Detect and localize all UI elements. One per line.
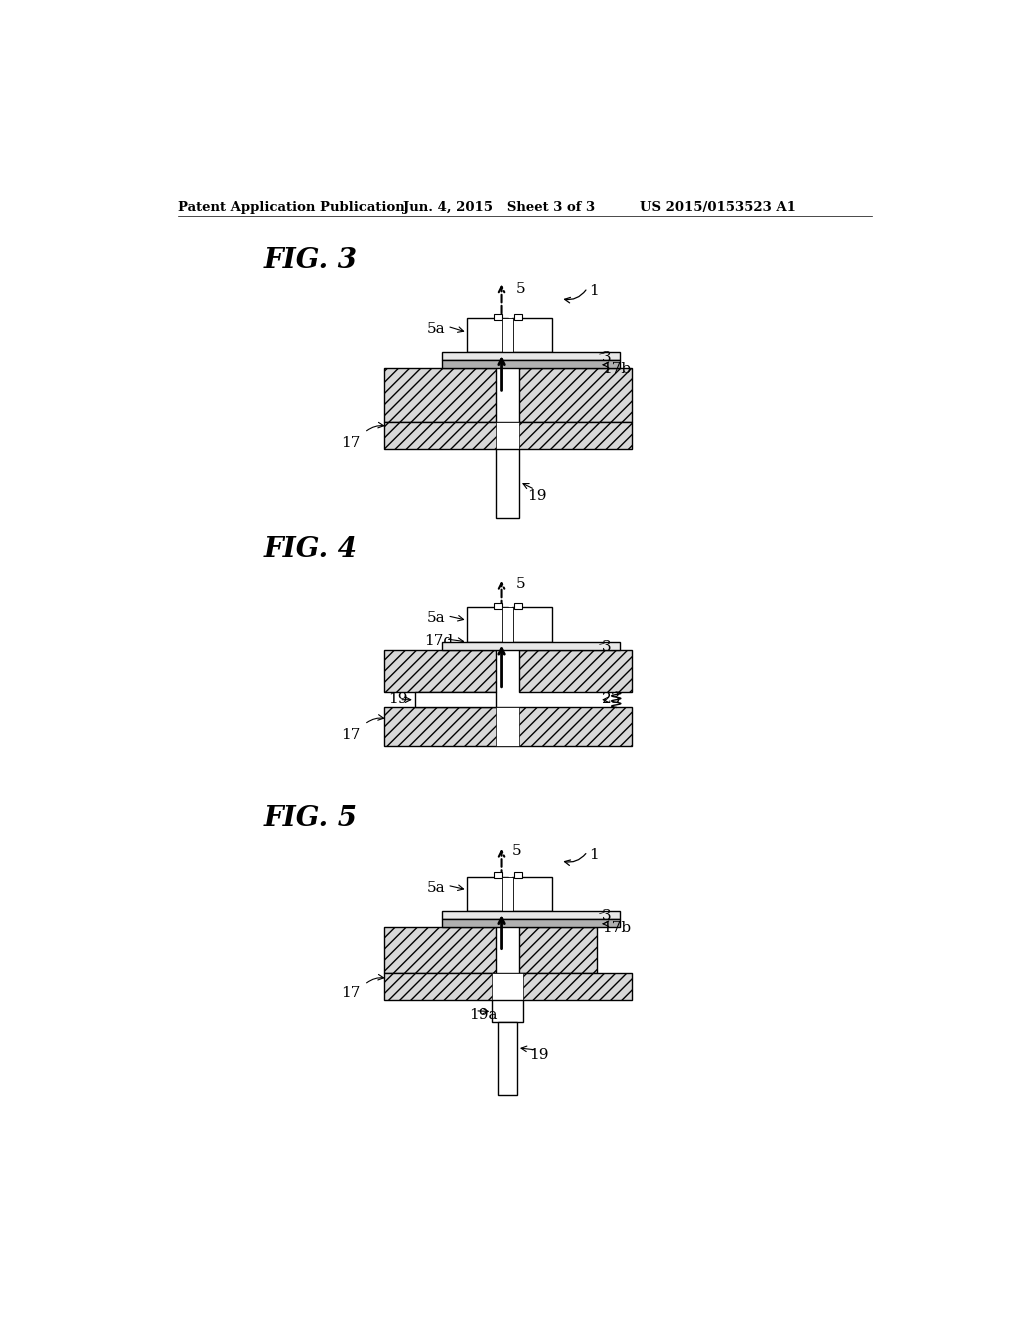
Bar (442, 360, 621, 368)
Text: FIG. 3: FIG. 3 (263, 247, 357, 275)
Bar (415, 692, 496, 708)
Bar (467, 318, 508, 352)
Text: 3: 3 (602, 909, 612, 923)
Text: 5a: 5a (426, 322, 445, 337)
Text: FIG. 4: FIG. 4 (263, 536, 357, 562)
Text: 17b: 17b (602, 921, 632, 936)
Text: 1: 1 (589, 847, 599, 862)
Bar (494, 314, 502, 321)
Bar (442, 352, 621, 360)
Text: 19: 19 (388, 692, 408, 706)
Text: 19: 19 (529, 1048, 549, 1061)
Bar (442, 642, 621, 649)
Bar (467, 876, 508, 911)
Bar (519, 368, 632, 422)
Bar (512, 876, 552, 911)
Text: 1: 1 (589, 284, 599, 298)
Text: 17: 17 (341, 986, 360, 1001)
Text: 3: 3 (602, 640, 612, 653)
Text: 5a: 5a (426, 611, 445, 626)
Text: 5: 5 (515, 577, 525, 590)
Bar (503, 607, 513, 642)
Bar (512, 318, 552, 352)
Bar (442, 912, 621, 919)
Bar (519, 649, 632, 692)
Text: FIG. 5: FIG. 5 (263, 805, 357, 832)
Bar (384, 649, 496, 692)
Bar (496, 422, 519, 449)
Text: 17: 17 (341, 436, 360, 450)
Bar (514, 873, 521, 878)
Bar (514, 603, 521, 609)
Bar (494, 873, 502, 878)
Bar (503, 876, 513, 911)
Text: 5: 5 (512, 843, 521, 858)
Text: 17d: 17d (424, 635, 454, 648)
Text: 3: 3 (602, 351, 612, 364)
Text: 19a: 19a (469, 1007, 498, 1022)
Bar (467, 607, 508, 642)
Bar (442, 919, 621, 927)
Bar (514, 314, 521, 321)
Bar (494, 603, 502, 609)
Text: 5a: 5a (426, 880, 445, 895)
Text: 5: 5 (515, 281, 525, 296)
Bar (384, 422, 632, 449)
Text: Patent Application Publication: Patent Application Publication (178, 201, 406, 214)
Bar (499, 1022, 517, 1094)
Text: Jun. 4, 2015   Sheet 3 of 3: Jun. 4, 2015 Sheet 3 of 3 (403, 201, 595, 214)
Bar (496, 449, 519, 517)
Text: 23: 23 (602, 692, 622, 706)
Text: 17: 17 (341, 729, 360, 742)
Bar (519, 927, 597, 973)
Bar (493, 1001, 523, 1022)
Bar (384, 927, 496, 973)
Bar (503, 318, 513, 352)
Bar (384, 973, 632, 1001)
Text: 19: 19 (527, 490, 547, 503)
Text: 17b: 17b (602, 363, 632, 376)
Bar (384, 708, 632, 746)
Bar (384, 368, 496, 422)
Bar (493, 973, 523, 1001)
Text: US 2015/0153523 A1: US 2015/0153523 A1 (640, 201, 796, 214)
Bar (496, 708, 519, 746)
Bar (512, 607, 552, 642)
